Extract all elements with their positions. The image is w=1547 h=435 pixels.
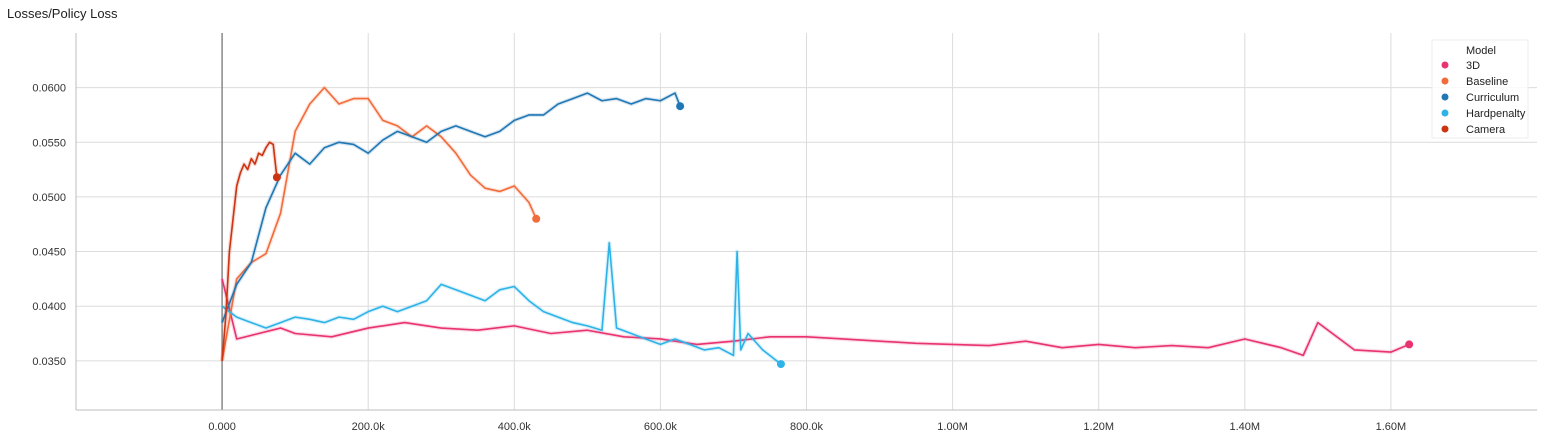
y-tick-label: 0.0550 bbox=[32, 137, 66, 149]
x-tick-label: 1.00M bbox=[937, 421, 968, 433]
grid bbox=[76, 33, 1537, 410]
legend-swatch bbox=[1441, 125, 1449, 133]
series-camera bbox=[220, 140, 281, 361]
y-tick-label: 0.0600 bbox=[32, 83, 66, 95]
y-tick-label: 0.0500 bbox=[32, 192, 66, 204]
chart-title: Losses/Policy Loss bbox=[7, 6, 118, 21]
legend-item-curriculum[interactable]: Curriculum bbox=[1441, 92, 1520, 104]
series-curriculum-endpoint bbox=[676, 102, 685, 111]
series-3d-endpoint bbox=[1405, 340, 1414, 349]
series-baseline-line bbox=[221, 86, 537, 361]
legend-box bbox=[1431, 39, 1529, 139]
legend-title: Model bbox=[1466, 45, 1496, 57]
series-3d-line bbox=[221, 278, 1410, 357]
axes: 0.0350 0.0400 0.0450 0.0500 0.0550 0.0600 0.00… bbox=[32, 33, 1537, 433]
x-tick-label: 800.0k bbox=[790, 421, 824, 433]
legend-item-baseline[interactable]: Baseline bbox=[1441, 76, 1509, 88]
x-tick-label: 200.0k bbox=[352, 421, 386, 433]
legend-swatch bbox=[1441, 61, 1449, 69]
x-tick-label: 1.40M bbox=[1230, 421, 1261, 433]
legend-label: Curriculum bbox=[1466, 92, 1519, 104]
x-tick-label: 600.0k bbox=[644, 421, 678, 433]
legend-label: Baseline bbox=[1466, 76, 1508, 88]
series-hardpenalty bbox=[220, 240, 785, 369]
y-tick-label: 0.0350 bbox=[32, 356, 66, 368]
series-hardpenalty-raw bbox=[220, 240, 783, 366]
series-camera-line bbox=[221, 141, 278, 361]
legend-swatch bbox=[1441, 77, 1449, 85]
legend-label: Hardpenalty bbox=[1466, 108, 1526, 120]
legend-item-hardpenalty[interactable]: Hardpenalty bbox=[1441, 108, 1526, 120]
legend-label: 3D bbox=[1466, 60, 1480, 72]
series-camera-endpoint bbox=[272, 173, 281, 182]
x-tick-label: 0.000 bbox=[208, 421, 236, 433]
legend-swatch bbox=[1441, 93, 1449, 101]
x-tick-label: 1.20M bbox=[1083, 421, 1114, 433]
x-tick-label: 400.0k bbox=[498, 421, 532, 433]
series-3d-raw bbox=[220, 278, 1410, 358]
x-tick-label: 1.60M bbox=[1376, 421, 1407, 433]
y-tick-label: 0.0450 bbox=[32, 247, 66, 259]
series-baseline bbox=[220, 85, 541, 362]
legend-item-camera[interactable]: Camera bbox=[1441, 124, 1507, 136]
series-baseline-raw bbox=[220, 85, 539, 362]
legend[interactable]: Model 3D Baseline Curriculum Hardpenalty Came… bbox=[1431, 39, 1529, 139]
series-lines bbox=[220, 85, 1414, 369]
series-3d bbox=[220, 278, 1414, 358]
series-curriculum bbox=[220, 91, 685, 324]
legend-swatch bbox=[1441, 109, 1449, 117]
legend-item-3d[interactable]: 3D bbox=[1441, 60, 1481, 72]
series-baseline-endpoint bbox=[532, 214, 541, 223]
legend-label: Camera bbox=[1466, 124, 1506, 136]
series-curriculum-line bbox=[221, 92, 681, 323]
series-hardpenalty-endpoint bbox=[776, 360, 785, 369]
series-hardpenalty-line bbox=[221, 242, 782, 365]
y-tick-label: 0.0400 bbox=[32, 301, 66, 313]
